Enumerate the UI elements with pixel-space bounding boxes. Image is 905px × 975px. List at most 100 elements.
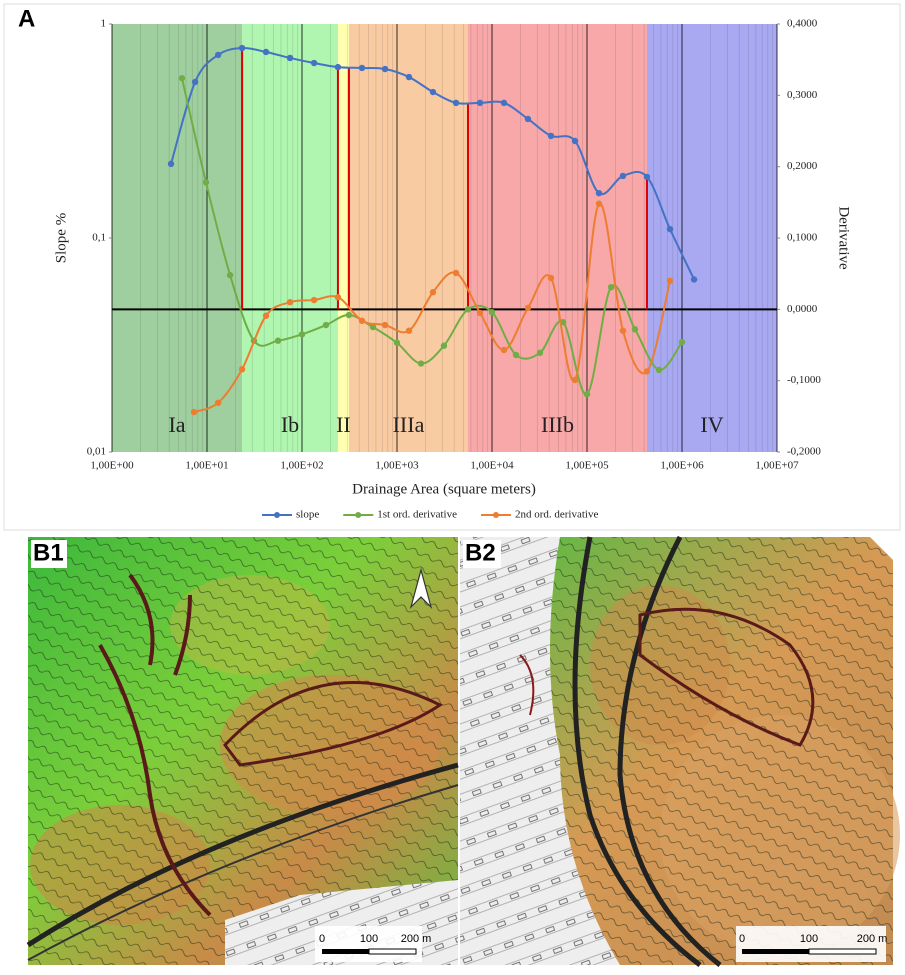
data-point: [310, 59, 318, 67]
panel-label: B2: [465, 539, 496, 566]
data-point: [334, 63, 342, 71]
data-point: [643, 368, 651, 375]
scale-label: 200 m: [401, 933, 432, 945]
data-point: [429, 88, 437, 96]
data-point: [571, 137, 579, 145]
data-point: [322, 321, 330, 329]
zone-band: [646, 24, 777, 452]
data-point: [440, 342, 448, 349]
data-point: [191, 78, 199, 86]
zone-label: IV: [700, 412, 723, 437]
data-point: [214, 399, 222, 406]
data-point: [678, 338, 686, 346]
data-point: [619, 172, 627, 180]
x-tick-label: 1,00E+01: [185, 460, 228, 472]
data-point: [666, 277, 674, 284]
data-point: [452, 99, 460, 107]
data-point: [488, 308, 496, 316]
scale-label: 200 m: [857, 933, 888, 945]
data-point: [202, 179, 210, 186]
x-tick-label: 1,00E+05: [565, 460, 609, 472]
zone-label: IIIa: [393, 412, 425, 437]
map-b2: [460, 535, 900, 967]
data-point: [226, 271, 234, 279]
data-point: [369, 323, 377, 331]
data-point: [262, 48, 270, 56]
data-point: [167, 160, 175, 168]
data-point: [500, 346, 508, 354]
zone-label: II: [336, 412, 351, 437]
y2-tick-label: 0,1000: [787, 232, 818, 244]
data-point: [405, 73, 413, 81]
map-b1: [26, 537, 459, 965]
maps: B1 B2 0 100 200 m 0 100 200 m: [26, 535, 900, 967]
data-point: [619, 327, 627, 334]
zone-band: [348, 24, 469, 452]
legend-label: 1st ord. derivative: [377, 509, 457, 521]
x-tick-label: 1,00E+03: [375, 460, 419, 472]
zone-label: IIIb: [541, 412, 574, 437]
data-point: [595, 200, 603, 207]
data-point: [476, 99, 484, 107]
data-point: [583, 391, 591, 398]
y2-tick-label: -0,1000: [787, 374, 821, 386]
data-point: [571, 376, 579, 384]
zone-label: Ib: [281, 412, 299, 437]
legend-marker: [355, 512, 362, 518]
y-tick-label: 1: [101, 18, 107, 30]
y-axis-title: Slope %: [53, 213, 69, 263]
zone-band: [112, 24, 243, 452]
x-tick-label: 1,00E+02: [280, 460, 323, 472]
data-point: [524, 115, 532, 123]
data-point: [405, 327, 413, 334]
y2-axis-title: Derivative: [836, 206, 852, 270]
data-point: [429, 289, 437, 296]
data-point: [452, 269, 460, 277]
data-point: [358, 64, 366, 72]
y2-tick-label: 0,3000: [787, 89, 818, 101]
y2-tick-label: 0,0000: [787, 303, 818, 315]
scale-label: 0: [319, 933, 325, 945]
data-point: [500, 99, 508, 107]
y2-tick-label: -0,2000: [787, 446, 821, 458]
x-tick-label: 1,00E+07: [755, 460, 799, 472]
data-point: [381, 65, 389, 73]
chart-panel: A Drainage Area (square meters) Slope % …: [3, 3, 901, 531]
data-point: [178, 75, 186, 82]
panel-label: B1: [33, 539, 64, 566]
scale-label: 0: [739, 933, 745, 945]
data-point: [476, 309, 484, 317]
data-point: [238, 44, 246, 52]
zone-band: [242, 24, 338, 452]
y-tick-label: 0,01: [87, 446, 106, 458]
data-point: [536, 349, 544, 357]
data-point: [334, 294, 342, 301]
data-point: [547, 274, 555, 282]
x-axis-title: Drainage Area (square meters): [352, 481, 536, 497]
data-point: [417, 360, 425, 367]
data-point: [655, 366, 663, 374]
data-point: [524, 304, 532, 312]
x-tick-label: 1,00E+06: [660, 460, 704, 472]
legend-marker: [492, 512, 499, 518]
data-point: [643, 173, 651, 181]
data-point: [190, 408, 198, 416]
data-point: [238, 366, 246, 373]
legend-label: slope: [296, 509, 319, 521]
data-point: [286, 299, 294, 306]
data-point: [310, 296, 318, 304]
data-point: [666, 225, 674, 233]
y-tick-label: 0,1: [92, 232, 106, 244]
legend-marker: [274, 512, 280, 518]
data-point: [547, 132, 555, 140]
data-point: [631, 326, 639, 333]
legend-label: 2nd ord. derivative: [515, 509, 599, 521]
zone-band: [468, 24, 647, 452]
data-point: [381, 321, 389, 329]
scale-label: 100: [360, 933, 378, 945]
x-tick-label: 1,00E+00: [90, 460, 134, 472]
data-point: [262, 312, 270, 319]
data-point: [607, 284, 615, 291]
y2-tick-label: 0,4000: [787, 18, 818, 30]
